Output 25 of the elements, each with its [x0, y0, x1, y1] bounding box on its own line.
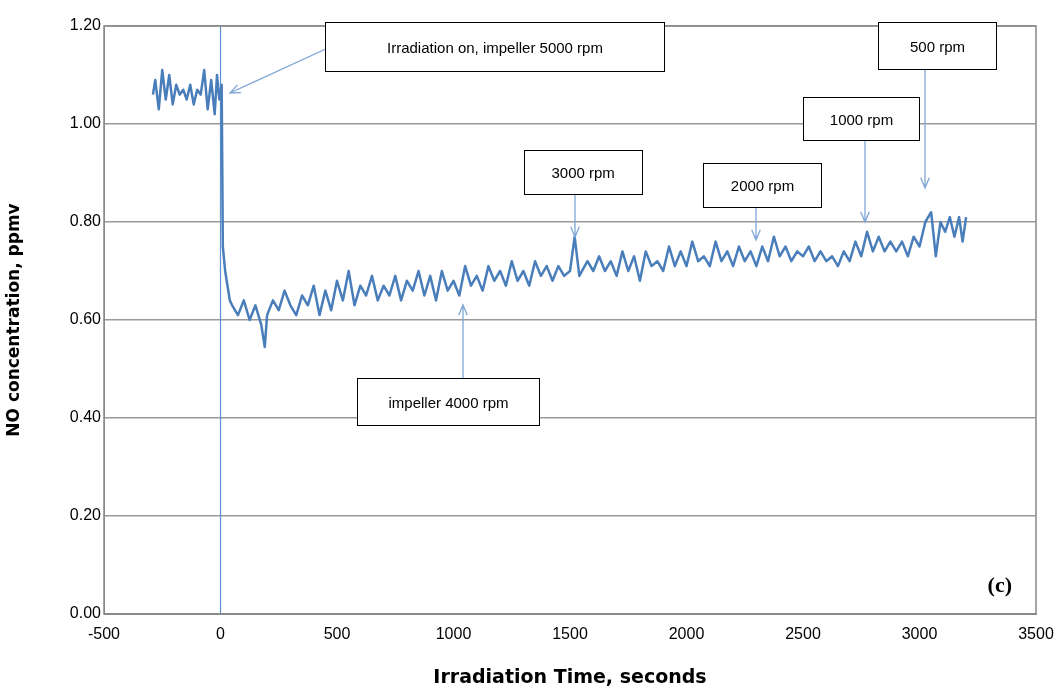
x-tick-label: 2000 [668, 625, 705, 643]
y-tick-label: 0.80 [69, 212, 102, 230]
y-tick-label: 0.00 [69, 604, 102, 622]
x-tick-label: 2500 [785, 625, 821, 643]
x-tick-label: -500 [87, 625, 121, 643]
callout-box: 3000 rpm [523, 149, 643, 195]
y-axis-title: NO concentration, ppmv [2, 203, 23, 437]
annotation: (c) [987, 572, 1012, 598]
x-tick-label: 500 [323, 625, 351, 643]
x-tick-label: 3000 [901, 625, 938, 643]
x-axis-title: Irradiation Time, seconds [433, 664, 707, 687]
y-tick-label: 0.60 [69, 310, 102, 328]
callout-box: 500 rpm [878, 22, 997, 70]
callout-box: Irradiation on, impeller 5000 rpm [325, 22, 665, 72]
x-tick-label: 0 [216, 625, 226, 643]
y-tick-label: 0.40 [69, 408, 102, 426]
x-tick-label: 3500 [1018, 625, 1054, 643]
y-tick-label: 1.20 [69, 16, 102, 34]
y-tick-label: 0.20 [69, 506, 102, 524]
callout-box: 1000 rpm [803, 97, 920, 141]
y-tick-label: 1.00 [69, 114, 102, 132]
x-tick-label: 1000 [435, 625, 472, 643]
callout-box: impeller 4000 rpm [357, 378, 540, 426]
callout-box: 2000 rpm [703, 163, 822, 208]
x-tick-label: 1500 [552, 625, 588, 643]
